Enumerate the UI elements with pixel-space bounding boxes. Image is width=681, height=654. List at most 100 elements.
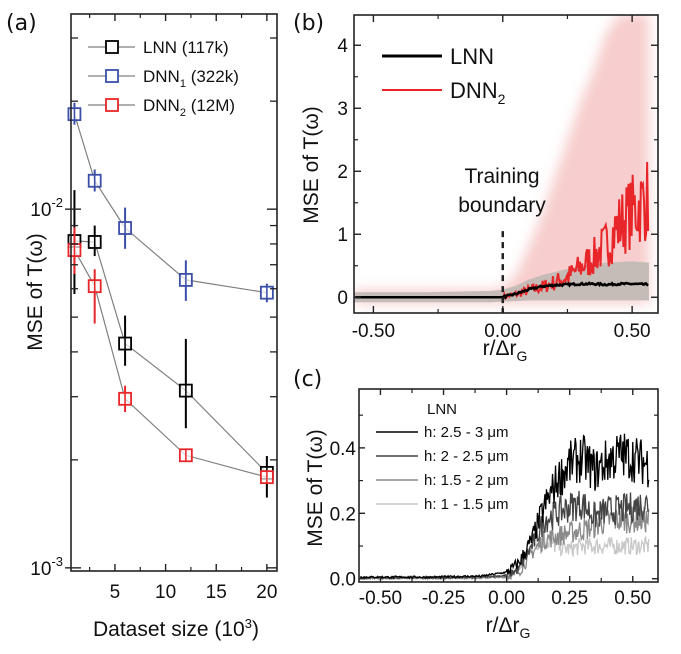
legend-label: DNN2 — [450, 78, 506, 107]
y-tick-label-exp: -2 — [51, 195, 63, 210]
panel-b-x-axis-title-sub: G — [516, 348, 527, 364]
y-tick-label: 3 — [337, 99, 348, 120]
legend-title: LNN — [427, 401, 457, 418]
legend-label-main: DNN — [450, 78, 498, 103]
legend-label-main: LNN — [450, 44, 494, 69]
legend-item: DNN2 (12M) — [88, 96, 235, 119]
y-tick-label: 1 — [337, 225, 348, 246]
legend-label-tail: (322k) — [186, 67, 239, 86]
x-tick-label: 5 — [110, 582, 121, 603]
legend-item: h: 1.5 - 2 μm — [376, 472, 509, 489]
panel-a-y-axis-title: MSE of T(ω) — [24, 233, 47, 351]
legend-label-main: LNN (117k) — [143, 38, 229, 57]
y-tick-label: 4 — [337, 36, 348, 57]
y-tick-label: 10-3 — [30, 554, 63, 580]
training-boundary-label-line1: Training — [464, 165, 539, 188]
legend-item: h: 1 - 1.5 μm — [376, 496, 509, 513]
y-tick-label-exp: -3 — [51, 554, 63, 569]
legend-item: LNN (117k) — [88, 38, 229, 57]
panel-c-y-axis-title: MSE of T(ω) — [304, 429, 327, 547]
x-tick-label: -0.50 — [352, 321, 395, 342]
legend-label: h: 1.5 - 2 μm — [424, 472, 509, 489]
legend-label: LNN — [450, 44, 494, 69]
panel-c-plot-frame — [358, 388, 659, 583]
panel-a-x-axis-title: Dataset size (103) — [93, 616, 259, 641]
x-tick-label: 10 — [155, 582, 176, 603]
legend-label: h: 2.5 - 3 μm — [424, 424, 509, 441]
legend-marker — [105, 69, 119, 83]
y-tick-label: 0.0 — [330, 570, 356, 591]
panel-b-x-axis-title-main: r/Δr — [483, 337, 517, 360]
x-tick-label: -0.25 — [422, 588, 465, 609]
panel-a-x-axis-title-end: ) — [252, 618, 259, 641]
panel-c-x-axis-title-main: r/Δr — [486, 614, 520, 637]
panel-b-ticks: -0.50 0.00 0.50 0 1 2 3 4 — [337, 15, 658, 342]
series-dnn2-12m- — [67, 227, 274, 485]
y-tick-label: 0.4 — [330, 439, 357, 460]
panel-b-y-axis-title: MSE of T(ω) — [300, 106, 323, 224]
legend-item: LNN — [382, 44, 494, 69]
legend-label: DNN1 (322k) — [143, 67, 239, 90]
series-line — [73, 113, 267, 294]
legend-label: h: 1 - 1.5 μm — [424, 496, 509, 513]
series-dnn1-322k- — [67, 102, 274, 303]
x-tick-label: 15 — [206, 582, 227, 603]
series-line — [74, 240, 268, 474]
legend-label: LNN (117k) — [143, 38, 229, 57]
panel-c-x-axis-title: r/ΔrG — [486, 614, 531, 641]
uncertainty-band — [354, 15, 649, 304]
series-lnn-117k- — [67, 190, 274, 498]
x-tick-label: 0.50 — [614, 588, 651, 609]
legend-item: DNN2 — [382, 78, 506, 107]
panel-b-x-axis-title: r/ΔrG — [483, 337, 528, 364]
panel-a-plot-frame — [70, 13, 278, 572]
legend-label: h: 2 - 2.5 μm — [424, 448, 509, 465]
legend-label-tail: (12M) — [186, 96, 235, 115]
panel-b-marks — [354, 15, 650, 313]
training-boundary-label-line2: boundary — [458, 194, 546, 217]
panel-a-x-axis-title-main: Dataset size (10 — [93, 618, 245, 641]
x-tick-label: 20 — [256, 582, 277, 603]
legend-label-main: DNN — [143, 67, 180, 86]
panel-a-legend: LNN (117k)DNN1 (322k)DNN2 (12M) — [88, 38, 239, 119]
y-tick-label: 0 — [337, 288, 348, 309]
panel-c-marks — [359, 433, 650, 582]
legend-marker — [105, 98, 119, 112]
panel-b-legend: LNN DNN2 — [382, 44, 506, 107]
x-tick-label: 0.25 — [551, 588, 588, 609]
legend-item: h: 2.5 - 3 μm — [376, 424, 509, 441]
legend-item: h: 2 - 2.5 μm — [376, 448, 509, 465]
legend-item: DNN1 (322k) — [88, 67, 239, 90]
panel-b-label: (b) — [293, 11, 324, 36]
legend-label-main: DNN — [143, 96, 180, 115]
panel-a-x-axis-title-sup: 3 — [245, 616, 252, 631]
y-tick-label: 10-2 — [30, 195, 63, 221]
legend-label-sub: 2 — [498, 91, 506, 107]
panel-a-label: (a) — [6, 11, 37, 36]
y-tick-label-base: 10 — [30, 559, 51, 580]
x-tick-label: -0.50 — [359, 588, 402, 609]
legend-marker — [105, 40, 119, 54]
x-tick-label: 0.50 — [614, 321, 651, 342]
panel-c: (c) -0.50 -0.25 0.00 0.25 0.50 0.0 0.2 0.4 LNN h… — [293, 367, 659, 641]
panel-c-ticks: -0.50 -0.25 0.00 0.25 0.50 0.0 0.2 0.4 — [330, 389, 658, 609]
legend-label: DNN2 (12M) — [143, 96, 235, 119]
panel-c-label: (c) — [293, 367, 322, 392]
y-tick-label: 2 — [337, 162, 348, 183]
y-tick-label: 0.2 — [330, 504, 356, 525]
y-tick-label-base: 10 — [30, 200, 51, 221]
series-line — [359, 433, 650, 580]
x-tick-label: 0.00 — [484, 321, 521, 342]
panel-c-x-axis-title-sub: G — [519, 625, 530, 641]
legend-label-sub: 2 — [180, 107, 186, 119]
legend-label-sub: 1 — [180, 78, 186, 90]
series-line — [359, 506, 650, 582]
panel-c-legend: LNN h: 2.5 - 3 μm h: 2 - 2.5 μm h: 1.5 - 2 … — [376, 401, 509, 513]
panel-b-plot-frame — [353, 14, 659, 314]
panel-a-marks — [67, 102, 274, 498]
x-tick-label: 0.00 — [488, 588, 525, 609]
